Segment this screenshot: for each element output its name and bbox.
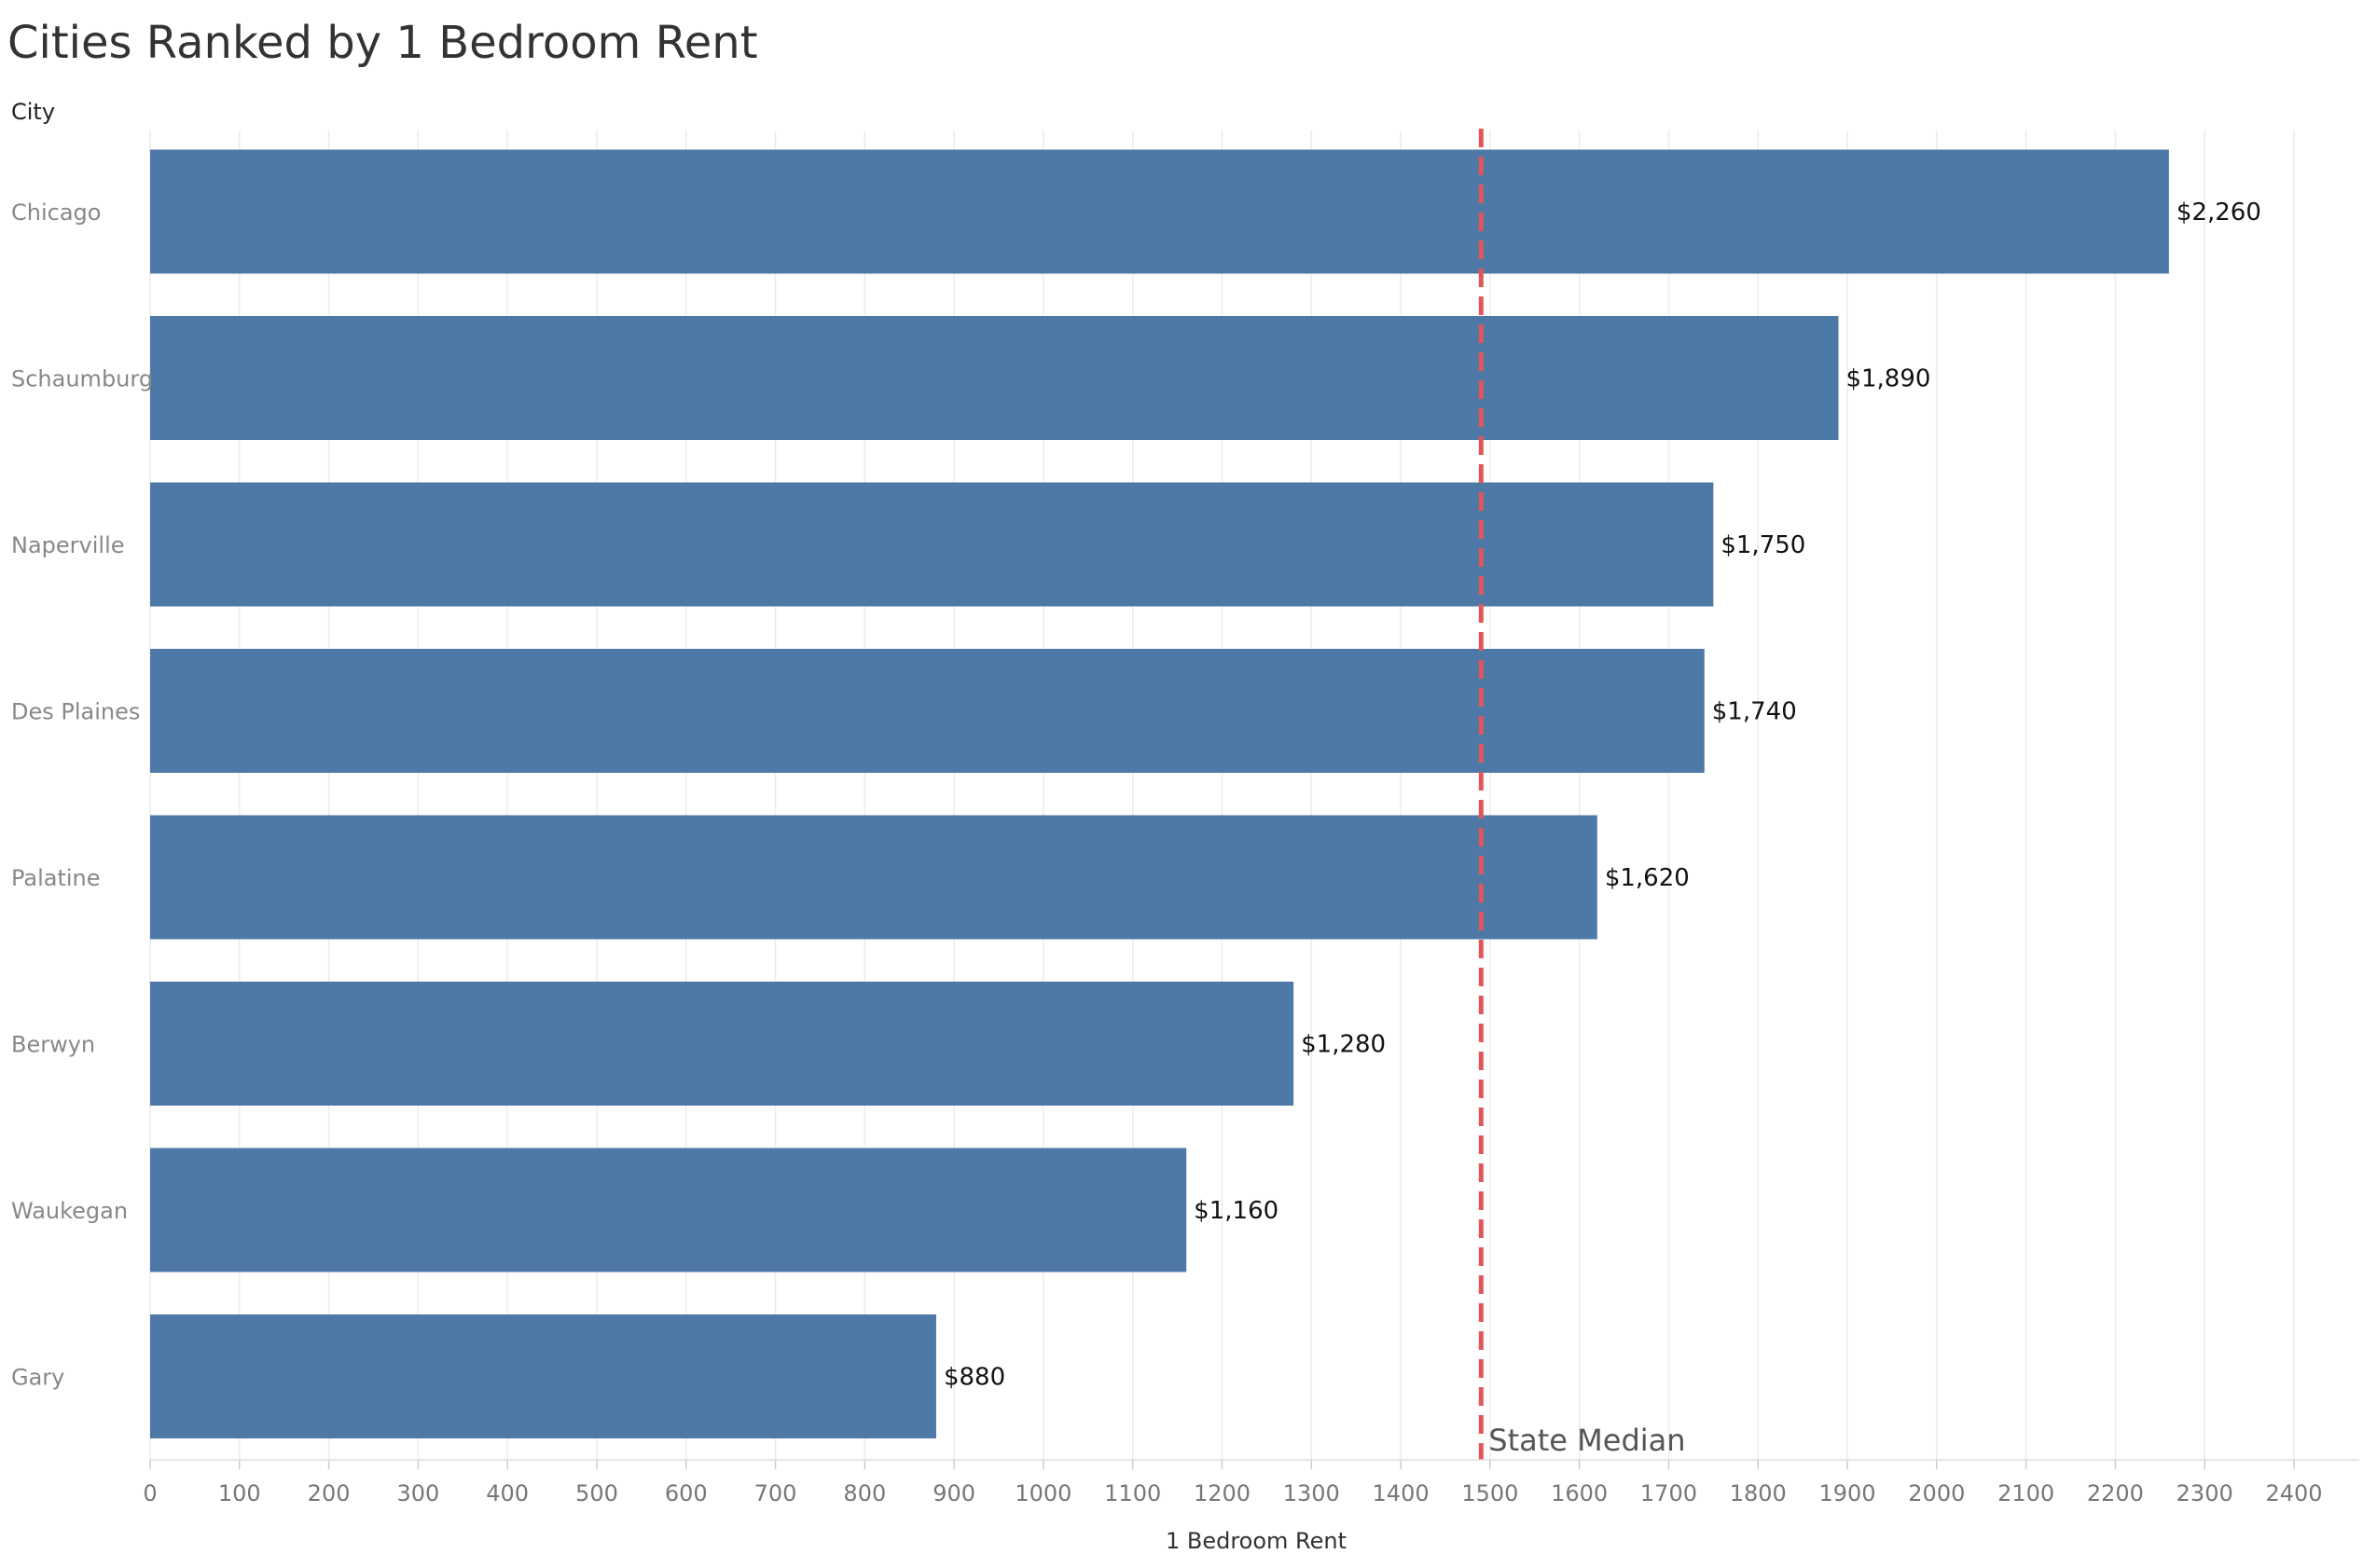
x-tick-label: 2200 [2087,1480,2144,1506]
x-tick-label: 100 [218,1480,261,1506]
chart-title: Cities Ranked by 1 Bedroom Rent [7,17,758,69]
x-tick-label: 2000 [1908,1480,1965,1506]
bar [150,1148,1187,1272]
x-tick-label: 1700 [1640,1480,1697,1506]
x-tick-label: 900 [933,1480,975,1506]
data-label: $1,620 [1605,864,1690,892]
x-axis-title: 1 Bedroom Rent [1166,1528,1347,1554]
x-tick-label: 500 [575,1480,618,1506]
x-tick-label: 2300 [2176,1480,2233,1506]
x-axis-ticks: 0 100 200 300 400 500 600 700 800 900 1000 1100 1200… [143,1459,2359,1506]
x-tick-label: 1800 [1730,1480,1787,1506]
state-median-label: State Median [1488,1423,1685,1458]
category-label: Gary [11,1365,64,1391]
data-label: $1,160 [1194,1197,1278,1225]
x-tick-label: 1600 [1551,1480,1608,1506]
x-tick-label: 300 [396,1480,439,1506]
x-tick-label: 1500 [1461,1480,1518,1506]
data-label: $880 [944,1364,1005,1392]
x-tick-label: 1200 [1194,1480,1251,1506]
category-label: Chicago [11,199,101,226]
x-tick-label: 2400 [2265,1480,2322,1506]
bar [150,982,1294,1106]
x-tick-label: 1300 [1283,1480,1340,1506]
x-tick-label: 1400 [1373,1480,1430,1506]
x-tick-label: 600 [665,1480,708,1506]
data-label: $2,260 [2176,199,2261,227]
data-label: $1,280 [1301,1031,1386,1059]
category-labels: Chicago Schaumburg Naperville Des Plaines Pa… [11,199,153,1391]
x-tick-label: 0 [143,1480,157,1506]
bar [150,649,1705,773]
x-tick-label: 1900 [1819,1480,1876,1506]
data-label: $1,890 [1845,365,1930,393]
category-axis-header: City [11,99,56,125]
category-label: Waukegan [11,1198,128,1224]
category-label: Naperville [11,532,125,558]
bar [150,482,1714,607]
x-tick-label: 200 [308,1480,351,1506]
x-tick-label: 1000 [1015,1480,1071,1506]
bar [150,316,1839,440]
bar [150,815,1597,940]
category-label: Berwyn [11,1032,95,1058]
bars [150,149,2169,1438]
data-labels: $2,260 $1,890 $1,750 $1,740 $1,620 $1,280 $1,1… [944,199,2261,1392]
x-tick-label: 700 [754,1480,797,1506]
data-label: $1,740 [1712,698,1797,726]
bar [150,149,2169,274]
x-tick-label: 800 [843,1480,886,1506]
bar [150,1314,936,1438]
x-tick-label: 2100 [1997,1480,2054,1506]
x-tick-label: 1100 [1104,1480,1161,1506]
category-label: Des Plaines [11,699,140,725]
category-label: Schaumburg [11,366,153,392]
reference-line-group: State Median [1478,129,1686,1460]
x-tick-label: 400 [486,1480,529,1506]
data-label: $1,750 [1720,531,1805,559]
category-label: Palatine [11,865,101,891]
